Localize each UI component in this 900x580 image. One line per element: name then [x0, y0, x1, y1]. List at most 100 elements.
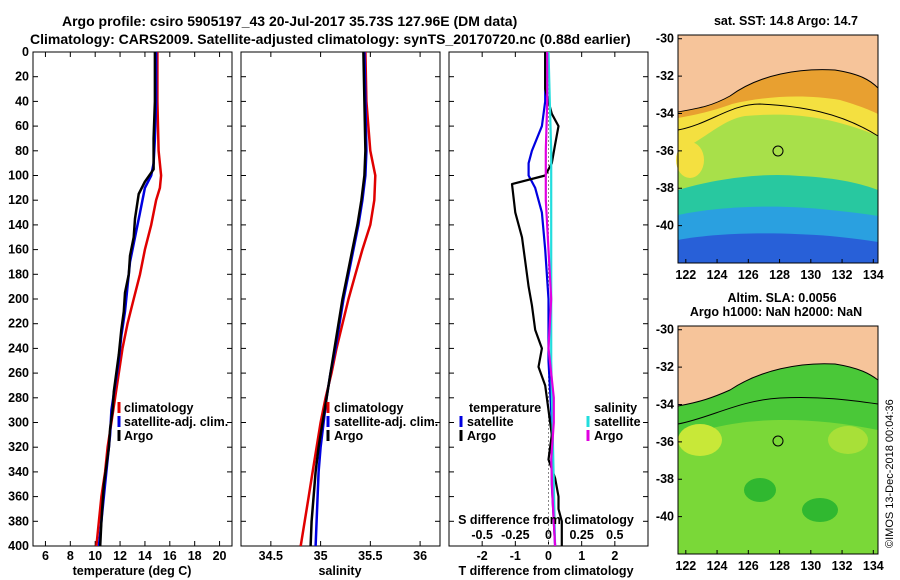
t-difference-xlabel: T difference from climatology — [458, 564, 633, 578]
x-tick-label: 2 — [611, 549, 618, 563]
legend-s-argo-label: Argo — [594, 429, 624, 443]
legend-argo-label: Argo — [334, 429, 364, 443]
sla-map-frame — [677, 325, 879, 555]
map-y-tick-label: -40 — [656, 219, 674, 233]
sla-yellow-eddy-1 — [678, 424, 722, 456]
sst-map-title: sat. SST: 14.8 Argo: 14.7 — [714, 14, 858, 28]
legend-satellite-label: satellite-adj. clim. — [334, 415, 438, 429]
x-tick-label: 16 — [163, 549, 177, 563]
temperature-xlabel: temperature (deg C) — [73, 564, 192, 578]
depth-tick-label: 60 — [15, 119, 29, 133]
x-tick-label: 14 — [138, 549, 152, 563]
s-diff-tick-label: 0 — [545, 528, 552, 542]
legend-salinity-heading: salinity — [594, 401, 637, 415]
series-argo — [309, 52, 367, 546]
map-y-tick-label: -32 — [656, 360, 674, 374]
map-y-tick-label: -36 — [656, 144, 674, 158]
difference-legend: temperature salinity satellite Argo sate… — [459, 401, 641, 443]
sla-profile-marker — [772, 435, 784, 447]
salinity-xlabel: salinity — [318, 564, 361, 578]
map-x-tick-label: 134 — [863, 559, 884, 573]
depth-tick-label: 180 — [8, 267, 29, 281]
sst-profile-marker — [772, 145, 784, 157]
map-x-tick-label: 124 — [707, 268, 728, 282]
depth-tick-label: 260 — [8, 366, 29, 380]
legend-climatology-label: climatology — [334, 401, 404, 415]
x-tick-label: 18 — [188, 549, 202, 563]
sst-warm-eddy — [676, 142, 704, 178]
depth-tick-label: 320 — [8, 440, 29, 454]
sst-coastline — [677, 69, 879, 113]
x-tick-label: 10 — [88, 549, 102, 563]
map-x-tick-label: 128 — [769, 268, 790, 282]
depth-tick-label: 360 — [8, 490, 29, 504]
s-diff-tick-label: -0.5 — [471, 528, 493, 542]
sla-map-title: Altim. SLA: 0.0056 — [727, 291, 836, 305]
legend-t-argo-label: Argo — [467, 429, 497, 443]
depth-tick-label: 300 — [8, 416, 29, 430]
x-tick-label: 1 — [578, 549, 585, 563]
title-line-2: Climatology: CARS2009. Satellite-adjuste… — [30, 31, 631, 47]
sla-coastline — [677, 363, 879, 407]
depth-tick-label: 280 — [8, 391, 29, 405]
x-tick-label: 36 — [413, 549, 427, 563]
depth-tick-label: 40 — [15, 94, 29, 108]
depth-tick-label: 120 — [8, 193, 29, 207]
s-difference-label: S difference from climatology — [458, 513, 634, 527]
map-y-tick-label: -40 — [656, 510, 674, 524]
map-x-tick-label: 124 — [707, 559, 728, 573]
legend-argo-label: Argo — [124, 429, 154, 443]
map-y-tick-label: -38 — [656, 181, 674, 195]
map-x-tick-label: 130 — [800, 559, 821, 573]
depth-tick-label: 20 — [15, 70, 29, 84]
map-x-tick-label: 132 — [832, 559, 853, 573]
x-tick-label: 8 — [67, 549, 74, 563]
sla-map-subtitle: Argo h1000: NaN h2000: NaN — [690, 305, 862, 319]
map-y-tick-label: -38 — [656, 472, 674, 486]
depth-tick-label: 80 — [15, 144, 29, 158]
map-y-tick-label: -30 — [656, 323, 674, 337]
depth-tick-label: 140 — [8, 218, 29, 232]
depth-tick-label: 0 — [22, 45, 29, 59]
depth-tick-label: 340 — [8, 465, 29, 479]
x-tick-label: 6 — [42, 549, 49, 563]
legend-satellite-label: satellite-adj. clim. — [124, 415, 228, 429]
credit-text: ©IMOS 13-Dec-2018 00:04:36 — [884, 399, 896, 548]
x-tick-label: 35 — [314, 549, 328, 563]
depth-tick-label: 400 — [8, 539, 29, 553]
sst-map-frame — [677, 34, 879, 264]
series-salinity-satellite — [547, 52, 557, 546]
depth-tick-label: 380 — [8, 514, 29, 528]
salinity-legend: climatology satellite-adj. clim. Argo — [326, 401, 438, 443]
map-x-tick-label: 122 — [675, 559, 696, 573]
map-y-tick-label: -32 — [656, 69, 674, 83]
depth-tick-label: 220 — [8, 317, 29, 331]
s-diff-tick-label: -0.25 — [501, 528, 530, 542]
sla-yellow-eddy-2 — [828, 426, 868, 454]
map-x-tick-label: 132 — [832, 268, 853, 282]
salinity-panel — [240, 51, 441, 547]
sst-contour — [677, 103, 879, 137]
x-tick-label: -1 — [510, 549, 521, 563]
depth-tick-label: 160 — [8, 243, 29, 257]
legend-t-satellite-label: satellite — [467, 415, 514, 429]
legend-climatology-label: climatology — [124, 401, 194, 415]
map-x-tick-label: 130 — [800, 268, 821, 282]
sla-dark-eddy-2 — [802, 498, 838, 522]
map-x-tick-label: 122 — [675, 268, 696, 282]
sla-dark-eddy-1 — [744, 478, 776, 502]
sla-map — [677, 325, 879, 555]
series-temperature-argo — [510, 52, 563, 546]
sst-deep-blue-band — [678, 233, 878, 263]
x-tick-label: 20 — [213, 549, 227, 563]
x-tick-label: -2 — [477, 549, 488, 563]
temperature-legend: climatology satellite-adj. clim. Argo — [117, 401, 228, 443]
map-y-tick-label: -34 — [656, 106, 674, 120]
s-diff-tick-label: 0.5 — [606, 528, 623, 542]
s-diff-tick-label: 0.25 — [569, 528, 593, 542]
legend-temperature-heading: temperature — [469, 401, 541, 415]
map-y-tick-label: -36 — [656, 435, 674, 449]
series-salinity-argo — [544, 52, 557, 546]
x-tick-label: 0 — [545, 549, 552, 563]
